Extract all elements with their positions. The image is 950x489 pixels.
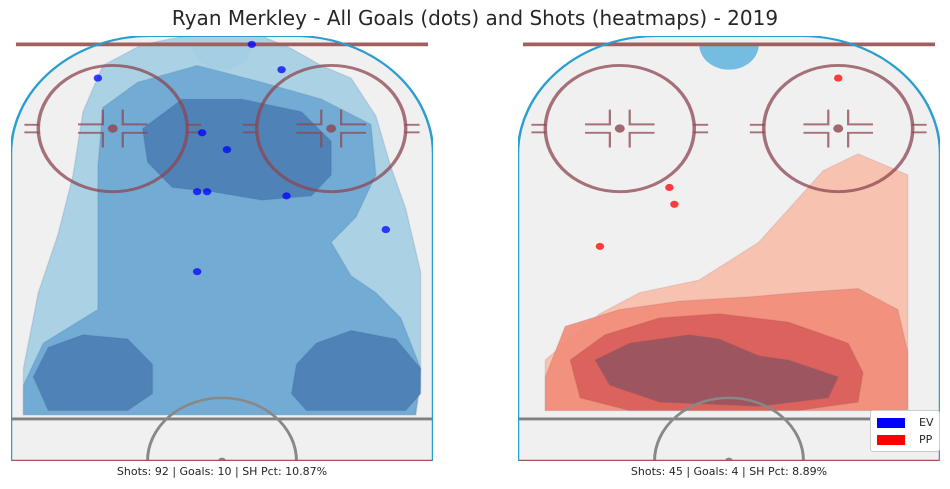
ev-goal-point: [381, 225, 391, 234]
hashmark: [296, 109, 323, 126]
heat-region: [141, 98, 332, 201]
hashmark: [585, 109, 611, 126]
ev-goal-point: [247, 40, 257, 48]
ev-goal-point: [197, 129, 207, 137]
pp-goal-point: [670, 200, 679, 208]
heat-region: [32, 334, 154, 412]
faceoff-circle-right: [762, 63, 915, 194]
ev-goal-point: [192, 268, 202, 276]
hashmark: [296, 131, 323, 148]
pp-shot-heatmap: [544, 153, 909, 412]
hashmark: [121, 109, 148, 126]
chart-title: Ryan Merkley - All Goals (dots) and Shot…: [171, 6, 779, 30]
rink-ev: [11, 36, 433, 461]
ev-goal-point: [202, 188, 212, 196]
center-ice-circle: [653, 396, 805, 461]
pp-goal-point: [595, 242, 605, 250]
faceoff-circle-right: [255, 63, 408, 194]
heat-region: [290, 329, 422, 412]
ev-goal-point: [192, 188, 202, 196]
hashmark: [121, 131, 148, 148]
pp-stats-text: Shots: 45 | Goals: 4 | SH Pct: 8.89%: [630, 465, 828, 478]
ev-goal-point: [93, 74, 103, 82]
hashmark: [847, 109, 873, 126]
ev-stats-text: Shots: 92 | Goals: 10 | SH Pct: 10.87%: [116, 465, 328, 478]
faceoff-dot-left: [614, 124, 625, 133]
hashmark: [585, 131, 611, 148]
hashmark: [628, 131, 655, 148]
legend-swatch-pp: [877, 435, 905, 445]
faceoff-hashmarks-right: [749, 109, 927, 148]
faceoff-circle-left: [36, 63, 189, 194]
hashmark: [340, 131, 366, 148]
faceoff-dot-right: [326, 124, 337, 133]
pp-goal-point: [834, 74, 843, 82]
legend-label-pp: PP: [919, 433, 933, 446]
legend: EV PP: [870, 410, 940, 452]
hashmark: [803, 131, 830, 148]
hashmark: [340, 109, 366, 126]
hashmark: [78, 109, 104, 126]
hashmark: [847, 131, 873, 148]
hashmark: [803, 109, 830, 126]
heat-region: [593, 334, 840, 407]
ev-goal-point: [282, 192, 291, 200]
ev-goal-point: [222, 146, 232, 154]
faceoff-dot-left: [107, 124, 118, 133]
legend-swatch-ev: [877, 418, 905, 428]
boards: [11, 36, 433, 461]
faceoff-hashmarks-left: [24, 109, 202, 148]
boards: [518, 36, 940, 461]
legend-label-ev: EV: [919, 416, 934, 429]
goal-crease: [699, 44, 759, 70]
center-ice-circle: [146, 396, 298, 461]
ev-goal-dots: [93, 40, 391, 276]
faceoff-circle-left: [543, 63, 696, 194]
faceoff-hashmarks-right: [242, 109, 420, 148]
ev-goal-point: [277, 66, 286, 74]
ev-shot-heatmap: [22, 36, 422, 416]
pp-goal-dots: [595, 74, 843, 250]
faceoff-hashmarks-left: [531, 109, 709, 148]
rink-pp: [518, 36, 940, 461]
hashmark: [78, 131, 104, 148]
hashmark: [628, 109, 655, 126]
pp-goal-point: [665, 183, 674, 192]
faceoff-dot-right: [833, 124, 844, 133]
